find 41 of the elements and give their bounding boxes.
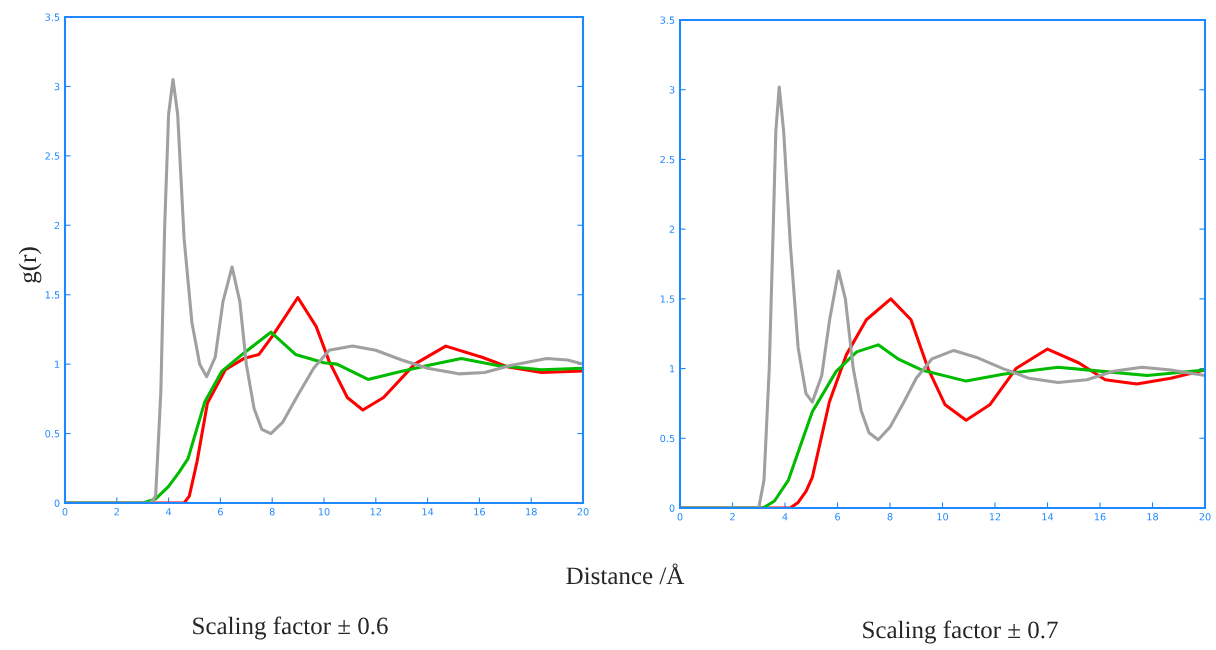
x-tick-label: 10 [937, 513, 949, 521]
y-axis-title: g(r) [18, 247, 42, 283]
x-tick-label: 18 [1147, 513, 1159, 521]
y-tick-label: 3 [669, 86, 675, 94]
y-tick-label: 2.5 [45, 152, 60, 160]
y-tick-label: 2 [54, 221, 60, 229]
x-tick-label: 20 [577, 508, 589, 516]
x-tick-label: 12 [370, 508, 382, 516]
y-tick-label: 2.5 [660, 155, 675, 164]
text: Scaling factor ± 0.6 [193, 616, 388, 640]
y-tick-label: 1 [55, 360, 60, 368]
y-tick-label: 2 [669, 225, 675, 233]
x-tick-label: 16 [1094, 513, 1106, 521]
x-tick-label: 0 [677, 513, 683, 521]
x-tick-label: 14 [422, 508, 434, 516]
x-tick-label: 6 [217, 508, 223, 516]
text: Scaling factor ± 0.7 [863, 620, 1058, 644]
x-tick-label: 2 [114, 508, 119, 516]
x-tick-label: 18 [526, 508, 537, 516]
x-tick-label: 4 [165, 508, 172, 516]
x-axis-title: Distance /Å [566, 563, 685, 585]
y-tick-label: 0.5 [660, 434, 675, 443]
x-tick-label: 8 [269, 508, 275, 516]
y-tick-label: 1 [670, 365, 675, 373]
y-tick-label: 1.5 [45, 291, 60, 299]
x-tick-label: 0 [62, 508, 68, 516]
x-tick-label: 6 [835, 513, 840, 521]
x-tick-label: 16 [474, 508, 485, 516]
y-tick-label: 3.5 [45, 13, 60, 21]
x-tick-label: 12 [989, 513, 1001, 521]
x-tick-label: 4 [782, 513, 788, 521]
y-tick-label: 0 [54, 499, 60, 507]
x-tick-label: 8 [887, 513, 893, 521]
x-tick-label: 20 [1199, 513, 1211, 521]
x-tick-label: 2 [730, 513, 735, 521]
y-tick-label: 0.5 [45, 430, 60, 438]
y-tick-label: 3.5 [660, 16, 675, 24]
x-tick-label: 10 [318, 508, 330, 516]
x-tick-label: 14 [1042, 513, 1054, 521]
y-tick-label: 1.5 [660, 295, 675, 303]
y-tick-label: 3 [54, 82, 60, 91]
